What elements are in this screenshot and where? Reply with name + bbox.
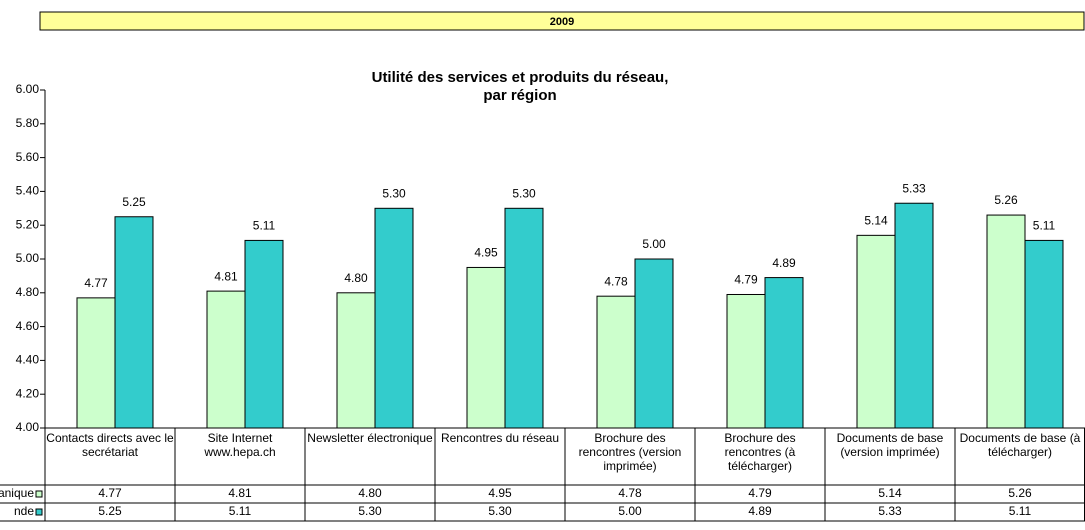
data-label: 4.81: [214, 269, 238, 283]
y-tick-label: 4.20: [16, 386, 40, 400]
bar: [596, 295, 636, 429]
data-label: 5.30: [382, 186, 406, 200]
bar: [634, 258, 674, 429]
data-label: 5.33: [902, 181, 926, 195]
legend-key: [35, 490, 43, 498]
x-tick-label: Rencontres du réseau: [440, 431, 560, 445]
y-tick-label: 5.40: [16, 184, 40, 198]
legend-label: anique: [0, 486, 34, 500]
y-tick-label: 4.40: [16, 353, 40, 367]
x-tick-label: Brochure des rencontres (à télécharger): [724, 431, 796, 473]
y-tick-label: 4.60: [16, 319, 40, 333]
table-cell: 5.11: [1009, 504, 1032, 518]
year: 2009: [550, 16, 574, 28]
bar: [374, 207, 414, 429]
data-label: 5.30: [512, 186, 536, 200]
data-label: 5.25: [122, 195, 146, 209]
y-tick-label: 5.60: [16, 150, 40, 164]
table-cell: 4.81: [228, 486, 252, 500]
table-cell: 4.77: [98, 486, 122, 500]
table-cell: 4.80: [358, 486, 382, 500]
bar: [466, 266, 506, 429]
table-cell: 5.30: [488, 504, 512, 518]
x-tick-label: Newsletter électronique: [307, 431, 433, 445]
data-label: 5.11: [253, 219, 276, 233]
table-cell: 5.30: [358, 504, 382, 518]
y-tick-label: 6.00: [16, 82, 40, 96]
data-label: 4.77: [84, 276, 108, 290]
bar: [726, 293, 766, 429]
table-cell: 4.79: [748, 486, 772, 500]
bar: [244, 239, 284, 429]
data-label: 4.78: [604, 274, 628, 288]
bar: [336, 292, 376, 429]
bar: [986, 214, 1026, 429]
data-label: 5.00: [642, 237, 666, 251]
bar: [1024, 239, 1064, 429]
year-bar: [39, 11, 1085, 31]
x-tick-label: Brochure des rencontres (version imprimé…: [578, 431, 682, 473]
table-cell: 5.33: [878, 504, 902, 518]
bar: [504, 207, 544, 429]
y-tick-label: 5.80: [16, 116, 40, 130]
data-label: 5.14: [864, 214, 888, 228]
bar: [856, 234, 896, 429]
data-label: 5.26: [994, 193, 1018, 207]
bar: [76, 297, 116, 429]
table-cell: 4.78: [618, 486, 642, 500]
data-label: 5.11: [1033, 219, 1056, 233]
data-label: 4.79: [734, 273, 758, 287]
x-tick-label: Documents de base (version imprimée): [836, 431, 944, 459]
table-cell: 5.14: [878, 486, 902, 500]
x-tick-label: Contacts directs avec le secrétariat: [46, 431, 174, 459]
data-label: 4.95: [474, 246, 498, 260]
table-cell: 5.11: [229, 504, 252, 518]
x-tick-label: Site Internet www.hepa.ch: [204, 431, 276, 459]
table-cell: 5.25: [98, 504, 122, 518]
bar: [764, 277, 804, 429]
y-tick-label: 4.80: [16, 285, 40, 299]
bar: [206, 290, 246, 429]
y-tick-label: 5.00: [16, 251, 40, 265]
bar: [894, 202, 934, 429]
table-cell: 4.95: [488, 486, 512, 500]
legend-key: [35, 508, 43, 516]
table-cell: 5.00: [618, 504, 642, 518]
bar: [114, 216, 154, 429]
y-tick-label: 4.00: [16, 420, 40, 434]
chart-title: par région: [483, 87, 556, 104]
table-cell: 5.26: [1008, 486, 1032, 500]
data-label: 4.80: [344, 271, 368, 285]
table-cell: 4.89: [748, 504, 772, 518]
y-tick-label: 5.20: [16, 217, 40, 231]
x-tick-label: Documents de base (à télécharger): [959, 431, 1081, 459]
data-label: 4.89: [772, 256, 796, 270]
chart-title: Utilité des services et produits du rése…: [372, 69, 669, 86]
legend-label: nde: [14, 504, 34, 518]
